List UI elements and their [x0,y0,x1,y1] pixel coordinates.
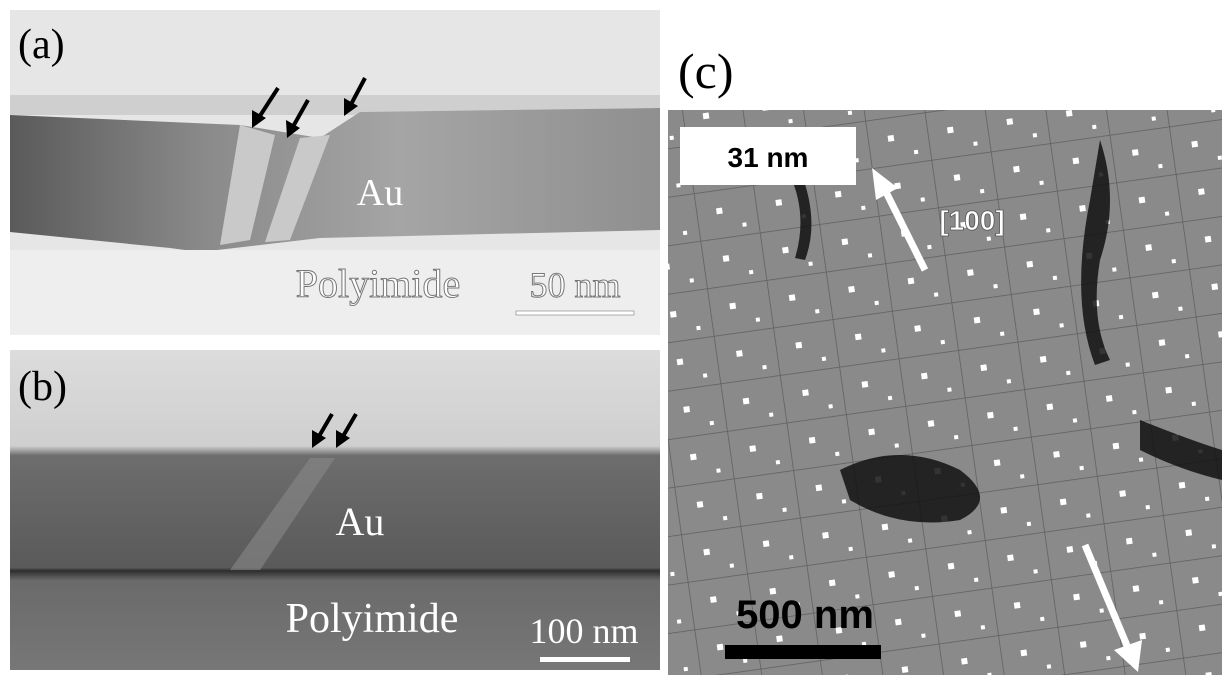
arrow-head [1114,640,1142,672]
panel-label: (c) [678,43,734,99]
scale-bar-label: 500 nm [736,593,874,637]
panel-a: (a) Au Polyimide 50 nm [10,10,660,335]
inset-box [680,127,856,185]
dislocation-clusters [790,140,1222,523]
twin-band [230,458,335,570]
surface-layer [10,95,660,115]
scale-bar-label: 50 nm [529,265,620,305]
arrow [1081,543,1132,650]
layer-label: Polyimide [286,596,459,642]
scale-bar [515,310,635,316]
scale-bar [540,657,630,662]
arrow-heads [312,430,350,448]
panel-label: (b) [18,364,67,410]
twin-bands [220,125,330,245]
panel-c: (c) 31 nm [100] 500 nm [668,43,1222,675]
scale-bar-label: 100 nm [529,611,638,651]
layer-label: Polyimide [296,261,460,306]
panel-label: (a) [18,22,65,68]
arrow-heads [252,98,358,138]
arrow-head [872,168,898,200]
layer-label: Au [336,499,385,544]
scale-bar [725,645,881,659]
panel-b-image [10,350,660,670]
arrows [316,412,358,440]
polyimide [10,250,660,335]
panel-c-image [668,110,1222,675]
direction-arrow [881,188,929,272]
direction-label: [100] [939,205,1004,236]
au-layer [10,108,660,252]
inset-label: 31 nm [728,142,809,173]
layer-label: Au [357,172,403,214]
panel-b: (b) Au Polyimide 100 nm [10,350,660,670]
